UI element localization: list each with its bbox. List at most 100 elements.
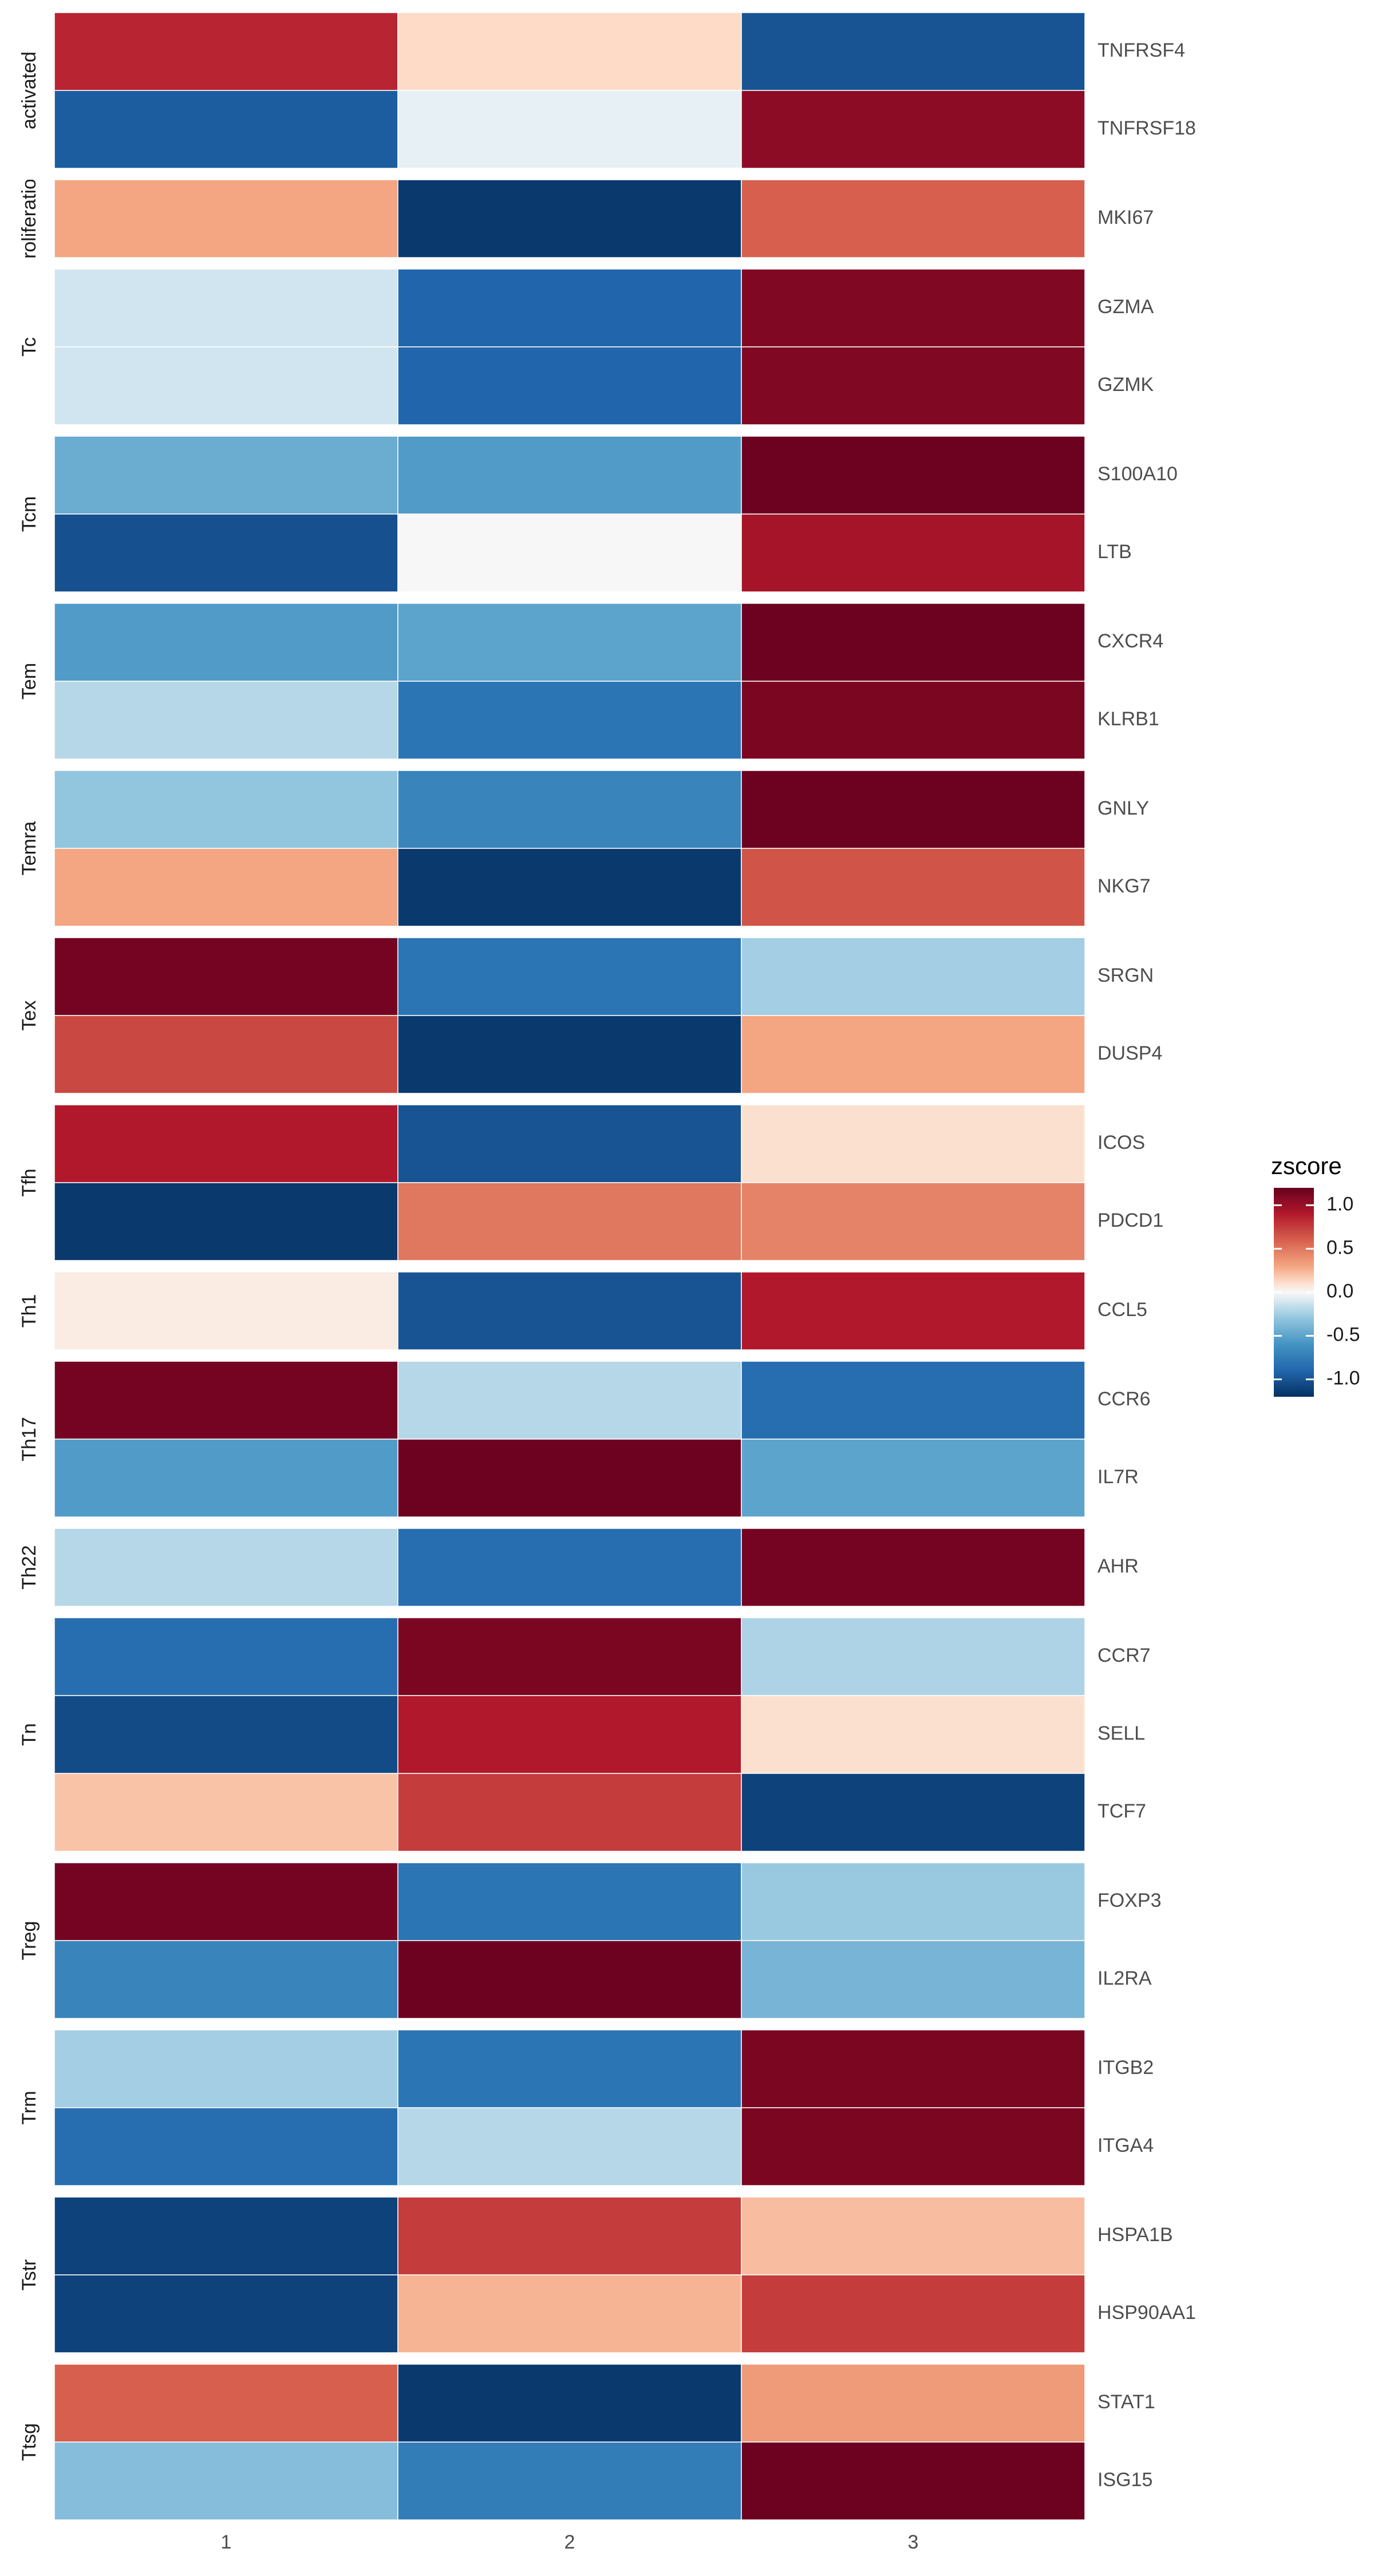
gene-label: GNLY — [1097, 797, 1149, 819]
heatmap-cell — [397, 2196, 742, 2275]
heatmap-cell — [741, 681, 1085, 760]
legend-tick-label: 0.5 — [1326, 1236, 1353, 1258]
heatmap-cell — [397, 436, 742, 515]
heatmap-cell — [54, 2441, 398, 2520]
heatmap-cell — [54, 848, 398, 927]
gene-label: ITGB2 — [1097, 2057, 1154, 2079]
heatmap-cell — [397, 1695, 742, 1774]
heatmap-cell — [54, 2274, 398, 2353]
heatmap-cell — [397, 1528, 742, 1607]
heatmap-cell — [54, 2029, 398, 2108]
gene-label: KLRB1 — [1097, 708, 1159, 730]
gene-label: IL2RA — [1097, 1967, 1152, 1989]
group-label: Tex — [18, 1001, 40, 1031]
gene-label: CCL5 — [1097, 1299, 1147, 1321]
gene-label: HSPA1B — [1097, 2224, 1173, 2246]
heatmap-cell — [397, 2274, 742, 2353]
heatmap-cell — [54, 1271, 398, 1350]
heatmap-cell — [397, 1361, 742, 1440]
x-axis-ticks: 1 2 3 — [221, 2531, 919, 2553]
heatmap-cell — [54, 268, 398, 347]
heatmap-cell — [54, 1182, 398, 1261]
gene-label: SELL — [1097, 1722, 1145, 1744]
gene-label: AHR — [1097, 1555, 1139, 1577]
gene-label: CCR6 — [1097, 1388, 1151, 1410]
heatmap-cell — [741, 1182, 1085, 1261]
heatmap-cell — [54, 1862, 398, 1941]
heatmap-cell — [741, 2364, 1085, 2443]
group-label: Th17 — [18, 1417, 40, 1461]
group-label: Tn — [18, 1723, 40, 1746]
gene-label: SRGN — [1097, 965, 1154, 986]
heatmap-cell — [741, 1862, 1085, 1941]
x-tick-label: 2 — [564, 2531, 575, 2553]
gene-label: ITGA4 — [1097, 2135, 1154, 2156]
heatmap-cell — [741, 268, 1085, 347]
legend-tick-label: 1.0 — [1326, 1193, 1353, 1215]
heatmap-cell — [54, 179, 398, 258]
heatmap-cell — [397, 1271, 742, 1350]
gene-label: TNFRSF4 — [1097, 39, 1185, 61]
legend-tick-label: 0.0 — [1326, 1280, 1353, 1302]
heatmap-cell — [741, 2107, 1085, 2186]
group-label: Th1 — [18, 1294, 40, 1328]
gene-label: DUSP4 — [1097, 1042, 1162, 1064]
gene-label: TNFRSF18 — [1097, 117, 1196, 139]
group-label: activated — [18, 52, 40, 129]
group-label: Th22 — [18, 1545, 40, 1590]
group-label: Tcm — [18, 496, 40, 532]
heatmap-cell — [741, 937, 1085, 1016]
heatmap-cell — [54, 1940, 398, 2019]
heatmap-cell — [54, 1104, 398, 1183]
gene-label: CCR7 — [1097, 1645, 1151, 1666]
heatmap-cell — [397, 1015, 742, 1094]
heatmap-cell — [397, 1617, 742, 1696]
group-label: Tstr — [18, 2259, 40, 2291]
heatmap-cell — [741, 1439, 1085, 1518]
heatmap-cell — [54, 1528, 398, 1607]
heatmap-cells — [54, 12, 1085, 2520]
heatmap-cell — [741, 12, 1085, 91]
heatmap-cell — [54, 1617, 398, 1696]
heatmap-cell — [741, 179, 1085, 258]
heatmap-cell — [741, 2196, 1085, 2275]
heatmap-cell — [54, 1439, 398, 1518]
heatmap-cell — [741, 2274, 1085, 2353]
gene-label: S100A10 — [1097, 463, 1178, 485]
group-label: proliferation — [18, 168, 40, 270]
heatmap-cell — [741, 346, 1085, 425]
heatmap-cell — [54, 1773, 398, 1852]
heatmap-cell — [397, 90, 742, 169]
heatmap-cell — [54, 2196, 398, 2275]
heatmap-cell — [397, 2441, 742, 2520]
heatmap-cell — [54, 937, 398, 1016]
heatmap-cell — [397, 848, 742, 927]
group-label: Trm — [18, 2091, 40, 2124]
heatmap-cell — [397, 346, 742, 425]
heatmap-cell — [54, 346, 398, 425]
heatmap-cell — [54, 90, 398, 169]
group-labels: activated proliferation Tc Tcm Tem Temra Tex Tf… — [18, 52, 40, 2461]
gene-label: MKI67 — [1097, 207, 1154, 228]
gene-label: IL7R — [1097, 1466, 1139, 1488]
heatmap-cell — [741, 1528, 1085, 1607]
group-label: Ttsg — [18, 2423, 40, 2461]
heatmap-cell — [397, 1773, 742, 1852]
legend-tick-label: -1.0 — [1326, 1368, 1360, 1389]
heatmap-cell — [54, 603, 398, 682]
x-tick-label: 1 — [221, 2531, 232, 2553]
heatmap-cell — [54, 1015, 398, 1094]
heatmap-cell — [741, 603, 1085, 682]
heatmap-cell — [397, 1182, 742, 1261]
heatmap-cell — [741, 90, 1085, 169]
heatmap-cell — [54, 2107, 398, 2186]
gene-labels: TNFRSF4 TNFRSF18 MKI67 GZMA GZMK S100A10 LTB CX… — [1097, 39, 1196, 2491]
gene-label: ICOS — [1097, 1132, 1145, 1153]
gene-label: NKG7 — [1097, 875, 1151, 897]
heatmap-cell — [397, 1940, 742, 2019]
heatmap-cell — [741, 770, 1085, 849]
heatmap-cell — [397, 12, 742, 91]
heatmap-cell — [54, 2364, 398, 2443]
group-label: Tfh — [18, 1168, 40, 1196]
group-label: Tem — [18, 663, 40, 700]
